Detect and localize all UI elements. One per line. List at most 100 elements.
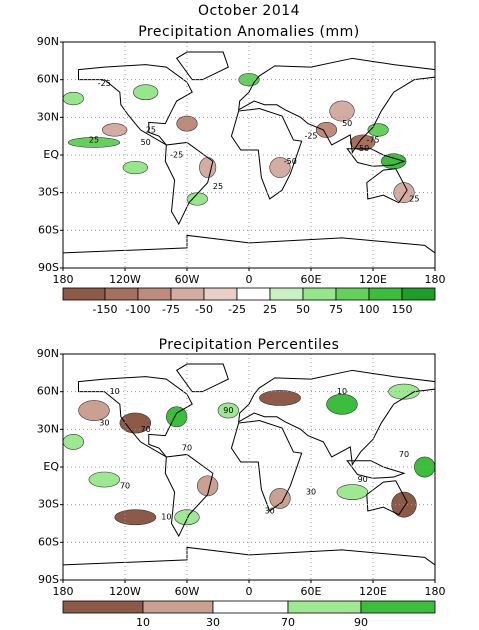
figure-title: October 2014	[198, 3, 300, 19]
colorbar-box	[212, 600, 289, 614]
colorbar-label: -25	[228, 303, 246, 316]
contour-label: 25	[146, 125, 156, 134]
lon-label: 60E	[301, 273, 322, 286]
colorbar-label: -150	[93, 303, 118, 316]
shaded-region	[62, 91, 84, 106]
colorbar-label: 100	[359, 303, 380, 316]
colorbar-box	[236, 287, 271, 301]
contour-label: 70	[399, 450, 409, 459]
lat-label: 60N	[37, 385, 59, 398]
coastline	[238, 57, 436, 154]
colorbar-box	[302, 287, 337, 301]
coastline	[346, 148, 406, 167]
coastline	[238, 369, 436, 466]
shaded-region	[269, 157, 291, 178]
lon-label: 120W	[109, 273, 141, 286]
colorbar-box	[62, 287, 106, 301]
colorbar-label: -50	[195, 303, 213, 316]
lat-label: 30N	[37, 422, 59, 435]
lon-label: 120E	[359, 585, 387, 598]
colorbar-box	[104, 287, 139, 301]
colorbar-label: 150	[392, 303, 413, 316]
shaded-region	[119, 412, 152, 434]
lon-label: 180	[53, 585, 74, 598]
lon-label: 60E	[301, 585, 322, 598]
lon-label: 120W	[109, 585, 141, 598]
shaded-region	[122, 160, 148, 175]
shaded-region	[133, 84, 159, 101]
coastline	[78, 64, 193, 146]
colorbar-box	[203, 287, 238, 301]
coastline	[175, 51, 229, 81]
shaded-region	[166, 406, 188, 428]
contour-label: 70	[141, 425, 151, 434]
colorbar-label: 70	[281, 616, 295, 629]
shaded-region	[67, 137, 121, 148]
lon-label: 180	[425, 273, 446, 286]
shaded-region	[259, 390, 301, 406]
contour-label: 30	[99, 419, 109, 428]
coastline	[164, 141, 214, 226]
lon-label: 0	[246, 585, 253, 598]
contour-label: 50	[342, 119, 352, 128]
colorbar-label: 25	[263, 303, 277, 316]
lat-label: 30S	[38, 498, 59, 511]
coastline	[164, 453, 214, 538]
colorbar-box	[335, 287, 370, 301]
lon-label: 60W	[175, 273, 200, 286]
shaded-region	[114, 509, 157, 526]
coastline	[230, 420, 303, 512]
shaded-region	[269, 488, 291, 509]
colorbar-label: 75	[329, 303, 343, 316]
contour-label: -50	[356, 144, 369, 153]
lat-label: EQ	[43, 460, 59, 473]
contour-label: 90	[223, 406, 233, 415]
colorbar-label: 10	[136, 616, 150, 629]
shaded-region	[62, 434, 84, 450]
lat-label: EQ	[43, 148, 59, 161]
contour-label: 10	[161, 513, 171, 522]
contour-label: 25	[213, 182, 223, 191]
shaded-region	[315, 122, 338, 138]
colorbar-label: 90	[354, 616, 368, 629]
lon-label: 180	[425, 585, 446, 598]
colorbar-box	[269, 287, 304, 301]
lon-label: 0	[246, 273, 253, 286]
colorbar-box	[62, 600, 144, 614]
lon-label: 180	[53, 273, 74, 286]
lat-label: 30N	[37, 110, 59, 123]
shaded-region	[88, 471, 121, 488]
lon-label: 120E	[359, 273, 387, 286]
shaded-region	[102, 123, 128, 137]
contour-label: 25	[89, 135, 99, 144]
contour-label: -25	[170, 151, 183, 160]
contour-label: -50	[284, 157, 297, 166]
panel-title: Precipitation Anomalies (mm)	[138, 24, 360, 40]
map-panel: Precipitation Anomalies (mm) 90N 60N 30N EQ 3…	[37, 24, 446, 316]
colorbar-box	[170, 287, 205, 301]
shaded-region	[326, 393, 358, 415]
shaded-region	[217, 402, 239, 419]
colorbar-box	[401, 287, 436, 301]
lat-label: 90N	[37, 35, 59, 48]
contour-label: -25	[98, 79, 111, 88]
contour-label: 50	[141, 138, 151, 147]
lat-label: 60N	[37, 73, 59, 86]
contour-label: 90	[358, 475, 368, 484]
colorbar-label: -75	[162, 303, 180, 316]
shaded-region	[329, 100, 355, 122]
colorbar-box	[287, 600, 362, 614]
contour-label: -25	[304, 132, 317, 141]
shaded-region	[186, 192, 208, 206]
contour-label: 10	[337, 387, 347, 396]
colorbar-label: 50	[296, 303, 310, 316]
contour-label: 10	[110, 387, 120, 396]
colorbar-label: 30	[206, 616, 220, 629]
shaded-region	[78, 400, 110, 421]
contour-label: 30	[306, 488, 316, 497]
contour-label: 70	[120, 481, 130, 490]
coastline	[346, 460, 406, 479]
shaded-region	[336, 484, 369, 500]
lat-label: 60S	[38, 223, 59, 236]
